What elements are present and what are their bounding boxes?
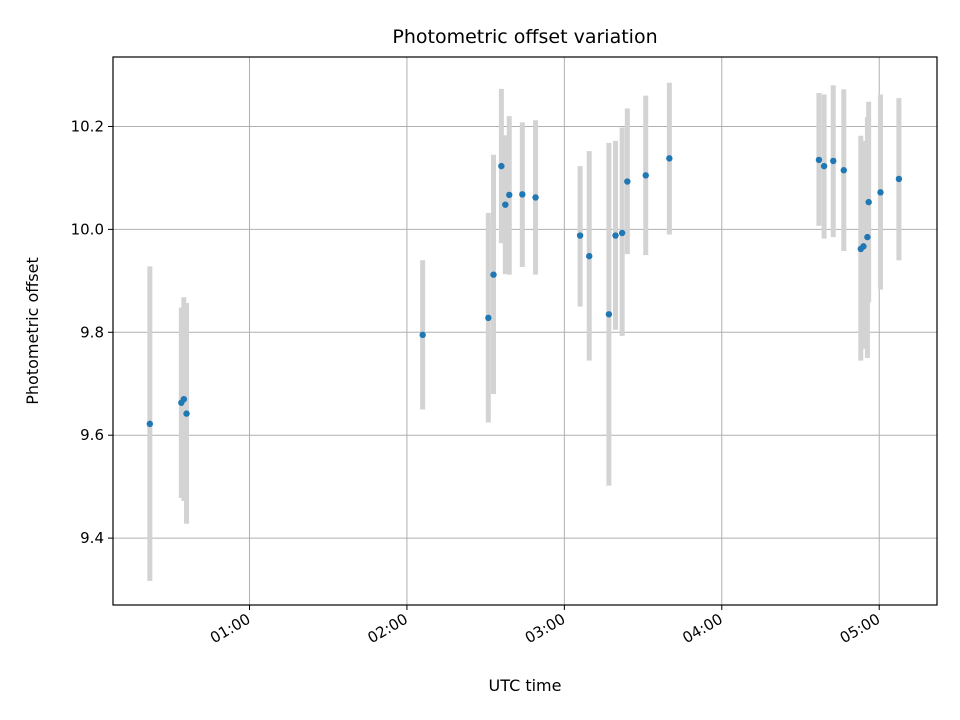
data-point <box>502 201 509 208</box>
data-point <box>506 191 513 199</box>
data-point <box>865 198 872 206</box>
data-point <box>146 420 154 428</box>
y-tick-label: 10.2 <box>71 117 104 135</box>
error-bars <box>147 82 902 581</box>
data-point <box>490 271 497 278</box>
data-point <box>864 233 871 241</box>
x-tick-label: 01:00 <box>207 610 253 647</box>
y-tick-label: 10.0 <box>71 220 104 238</box>
grid <box>113 57 937 605</box>
plot-area-frame <box>112 56 938 606</box>
data-point <box>860 243 867 250</box>
y-tick-label: 9.8 <box>80 323 104 341</box>
data-point <box>485 314 492 322</box>
data-point <box>624 178 631 185</box>
data-point <box>830 157 837 165</box>
data-point <box>820 162 828 170</box>
data-point <box>532 194 539 201</box>
x-tick-label: 04:00 <box>679 610 725 647</box>
data-point <box>666 155 673 162</box>
y-axis-title: Photometric offset <box>23 257 42 405</box>
data-point <box>840 167 848 174</box>
data-point <box>895 175 903 183</box>
data-point <box>618 229 626 237</box>
data-point <box>419 331 426 339</box>
data-point <box>586 252 593 260</box>
x-tick-label: 05:00 <box>837 610 883 647</box>
data-point <box>642 172 649 179</box>
data-points <box>146 155 903 428</box>
data-point <box>877 189 884 196</box>
data-point <box>612 232 619 239</box>
x-axis-title: UTC time <box>489 676 562 695</box>
x-axis: 01:00 02:00 03:00 04:00 05:00 <box>207 605 883 647</box>
y-tick-label: 9.4 <box>80 529 104 547</box>
data-point <box>605 311 613 318</box>
chart-title: Photometric offset variation <box>392 26 657 48</box>
data-point <box>180 395 188 403</box>
data-point <box>519 191 526 198</box>
data-point <box>815 156 823 164</box>
x-tick-label: 02:00 <box>364 610 410 647</box>
data-point <box>183 410 190 417</box>
data-point <box>498 162 505 170</box>
y-tick-label: 9.6 <box>80 426 104 444</box>
y-axis: 9.4 9.6 9.8 10.0 10.2 <box>71 117 113 547</box>
data-point <box>576 232 584 239</box>
x-tick-label: 03:00 <box>522 610 568 647</box>
